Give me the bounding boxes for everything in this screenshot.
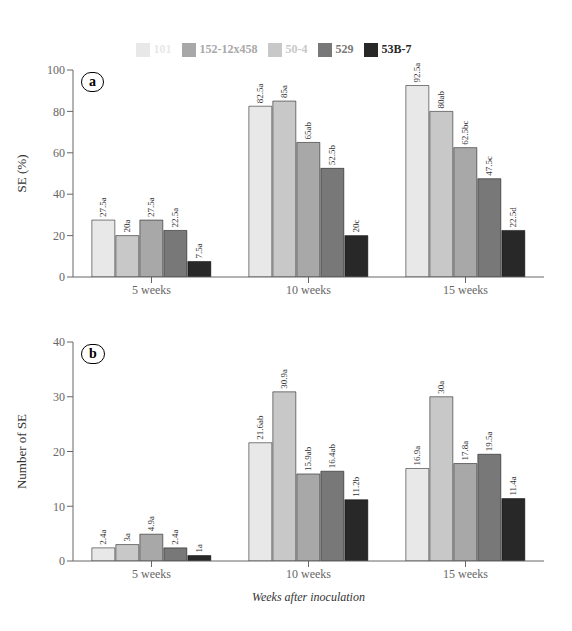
svg-text:65ab: 65ab bbox=[303, 121, 313, 139]
svg-text:80: 80 bbox=[53, 105, 65, 119]
svg-text:1a: 1a bbox=[194, 544, 204, 553]
svg-text:10 weeks: 10 weeks bbox=[286, 567, 331, 581]
svg-text:7.5a: 7.5a bbox=[194, 243, 204, 258]
svg-text:11.2b: 11.2b bbox=[351, 476, 361, 496]
svg-text:47.5c: 47.5c bbox=[484, 156, 494, 176]
svg-text:20c: 20c bbox=[351, 220, 361, 233]
svg-text:21.6ab: 21.6ab bbox=[255, 415, 265, 440]
svg-text:5 weeks: 5 weeks bbox=[132, 567, 171, 581]
svg-text:5 weeks: 5 weeks bbox=[132, 283, 171, 297]
svg-text:20a: 20a bbox=[122, 220, 132, 233]
svg-text:100: 100 bbox=[47, 63, 65, 77]
svg-text:27.5a: 27.5a bbox=[146, 197, 156, 217]
svg-text:22.5d: 22.5d bbox=[508, 207, 518, 228]
svg-text:27.5a: 27.5a bbox=[98, 197, 108, 217]
svg-text:15.9ab: 15.9ab bbox=[303, 446, 313, 471]
svg-text:20: 20 bbox=[53, 229, 65, 243]
svg-text:85a: 85a bbox=[279, 85, 289, 98]
svg-text:3a: 3a bbox=[122, 533, 132, 542]
svg-text:62.5bc: 62.5bc bbox=[460, 120, 470, 144]
svg-text:40: 40 bbox=[53, 187, 65, 201]
svg-text:0: 0 bbox=[59, 270, 65, 284]
svg-text:30a: 30a bbox=[436, 381, 446, 394]
html-text:a: a bbox=[89, 74, 96, 89]
svg-text:20: 20 bbox=[53, 445, 65, 459]
svg-text:30.9a: 30.9a bbox=[279, 369, 289, 389]
svg-text:10 weeks: 10 weeks bbox=[286, 283, 331, 297]
svg-text:SE (%): SE (%) bbox=[14, 155, 29, 193]
svg-text:4.9a: 4.9a bbox=[146, 516, 156, 531]
svg-text:16.9a: 16.9a bbox=[412, 446, 422, 466]
html-text:529: 529 bbox=[335, 42, 354, 56]
svg-text:16.4ab: 16.4ab bbox=[327, 443, 337, 468]
svg-text:82.5a: 82.5a bbox=[255, 83, 265, 103]
svg-text:22.5a: 22.5a bbox=[170, 208, 180, 228]
svg-text:2.4a: 2.4a bbox=[170, 530, 180, 545]
html-text:53B-7: 53B-7 bbox=[381, 42, 412, 56]
html-text:101: 101 bbox=[153, 42, 172, 56]
svg-text:19.5a: 19.5a bbox=[484, 431, 494, 451]
svg-text:52.5b: 52.5b bbox=[327, 145, 337, 166]
svg-text:2.4a: 2.4a bbox=[98, 530, 108, 545]
svg-text:Number of SE: Number of SE bbox=[14, 414, 29, 489]
svg-text:15 weeks: 15 weeks bbox=[443, 567, 488, 581]
html-text:152-12x458: 152-12x458 bbox=[199, 42, 258, 56]
svg-text:15 weeks: 15 weeks bbox=[443, 283, 488, 297]
html-text:50-4: 50-4 bbox=[285, 42, 308, 56]
svg-text:0: 0 bbox=[59, 554, 65, 568]
svg-text:17.8a: 17.8a bbox=[460, 441, 470, 461]
svg-text:92.5a: 92.5a bbox=[412, 63, 422, 83]
svg-text:80ab: 80ab bbox=[436, 90, 446, 108]
svg-text:40: 40 bbox=[53, 335, 65, 349]
svg-text:10: 10 bbox=[53, 500, 65, 514]
svg-text:Weeks after inoculation: Weeks after inoculation bbox=[252, 590, 365, 604]
svg-text:60: 60 bbox=[53, 146, 65, 160]
html-text:b: b bbox=[89, 346, 97, 361]
svg-text:11.4a: 11.4a bbox=[508, 476, 518, 495]
svg-text:30: 30 bbox=[53, 390, 65, 404]
